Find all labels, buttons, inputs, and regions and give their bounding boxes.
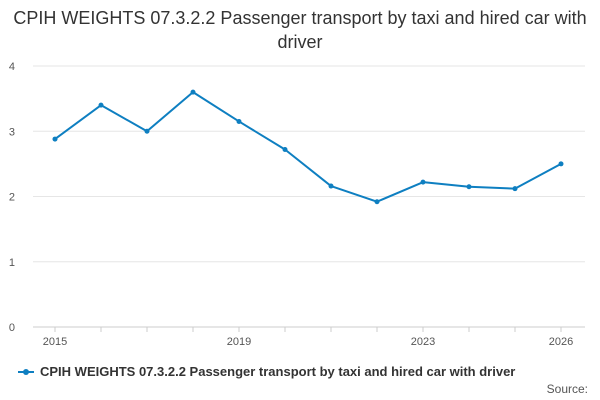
- data-point[interactable]: [558, 161, 564, 167]
- source-label: Source:: [546, 382, 588, 396]
- data-point[interactable]: [512, 186, 518, 192]
- y-tick-label: 2: [9, 192, 15, 204]
- data-point[interactable]: [52, 136, 58, 142]
- y-tick-label: 4: [9, 61, 15, 73]
- series-line: [54, 91, 562, 203]
- x-tick-label: 2023: [411, 336, 435, 348]
- x-tick-label: 2019: [227, 336, 251, 348]
- chart-title: CPIH WEIGHTS 07.3.2.2 Passenger transpor…: [13, 8, 587, 52]
- data-point[interactable]: [98, 102, 104, 108]
- data-point[interactable]: [420, 179, 426, 185]
- data-point[interactable]: [144, 128, 150, 134]
- legend-line-marker-icon: [18, 366, 34, 378]
- legend[interactable]: CPIH WEIGHTS 07.3.2.2 Passenger transpor…: [18, 364, 515, 379]
- data-point[interactable]: [282, 147, 288, 153]
- y-tick-label: 3: [9, 126, 15, 138]
- data-point[interactable]: [374, 199, 380, 205]
- data-point[interactable]: [328, 183, 334, 189]
- y-tick-label: 0: [9, 322, 15, 334]
- y-tick-label: 1: [9, 257, 15, 269]
- legend-label: CPIH WEIGHTS 07.3.2.2 Passenger transpor…: [40, 364, 516, 379]
- data-point[interactable]: [236, 118, 242, 124]
- data-point[interactable]: [190, 89, 196, 95]
- data-point[interactable]: [466, 184, 472, 190]
- x-tick-label: 2015: [43, 336, 67, 348]
- x-tick-label: 2026: [549, 336, 573, 348]
